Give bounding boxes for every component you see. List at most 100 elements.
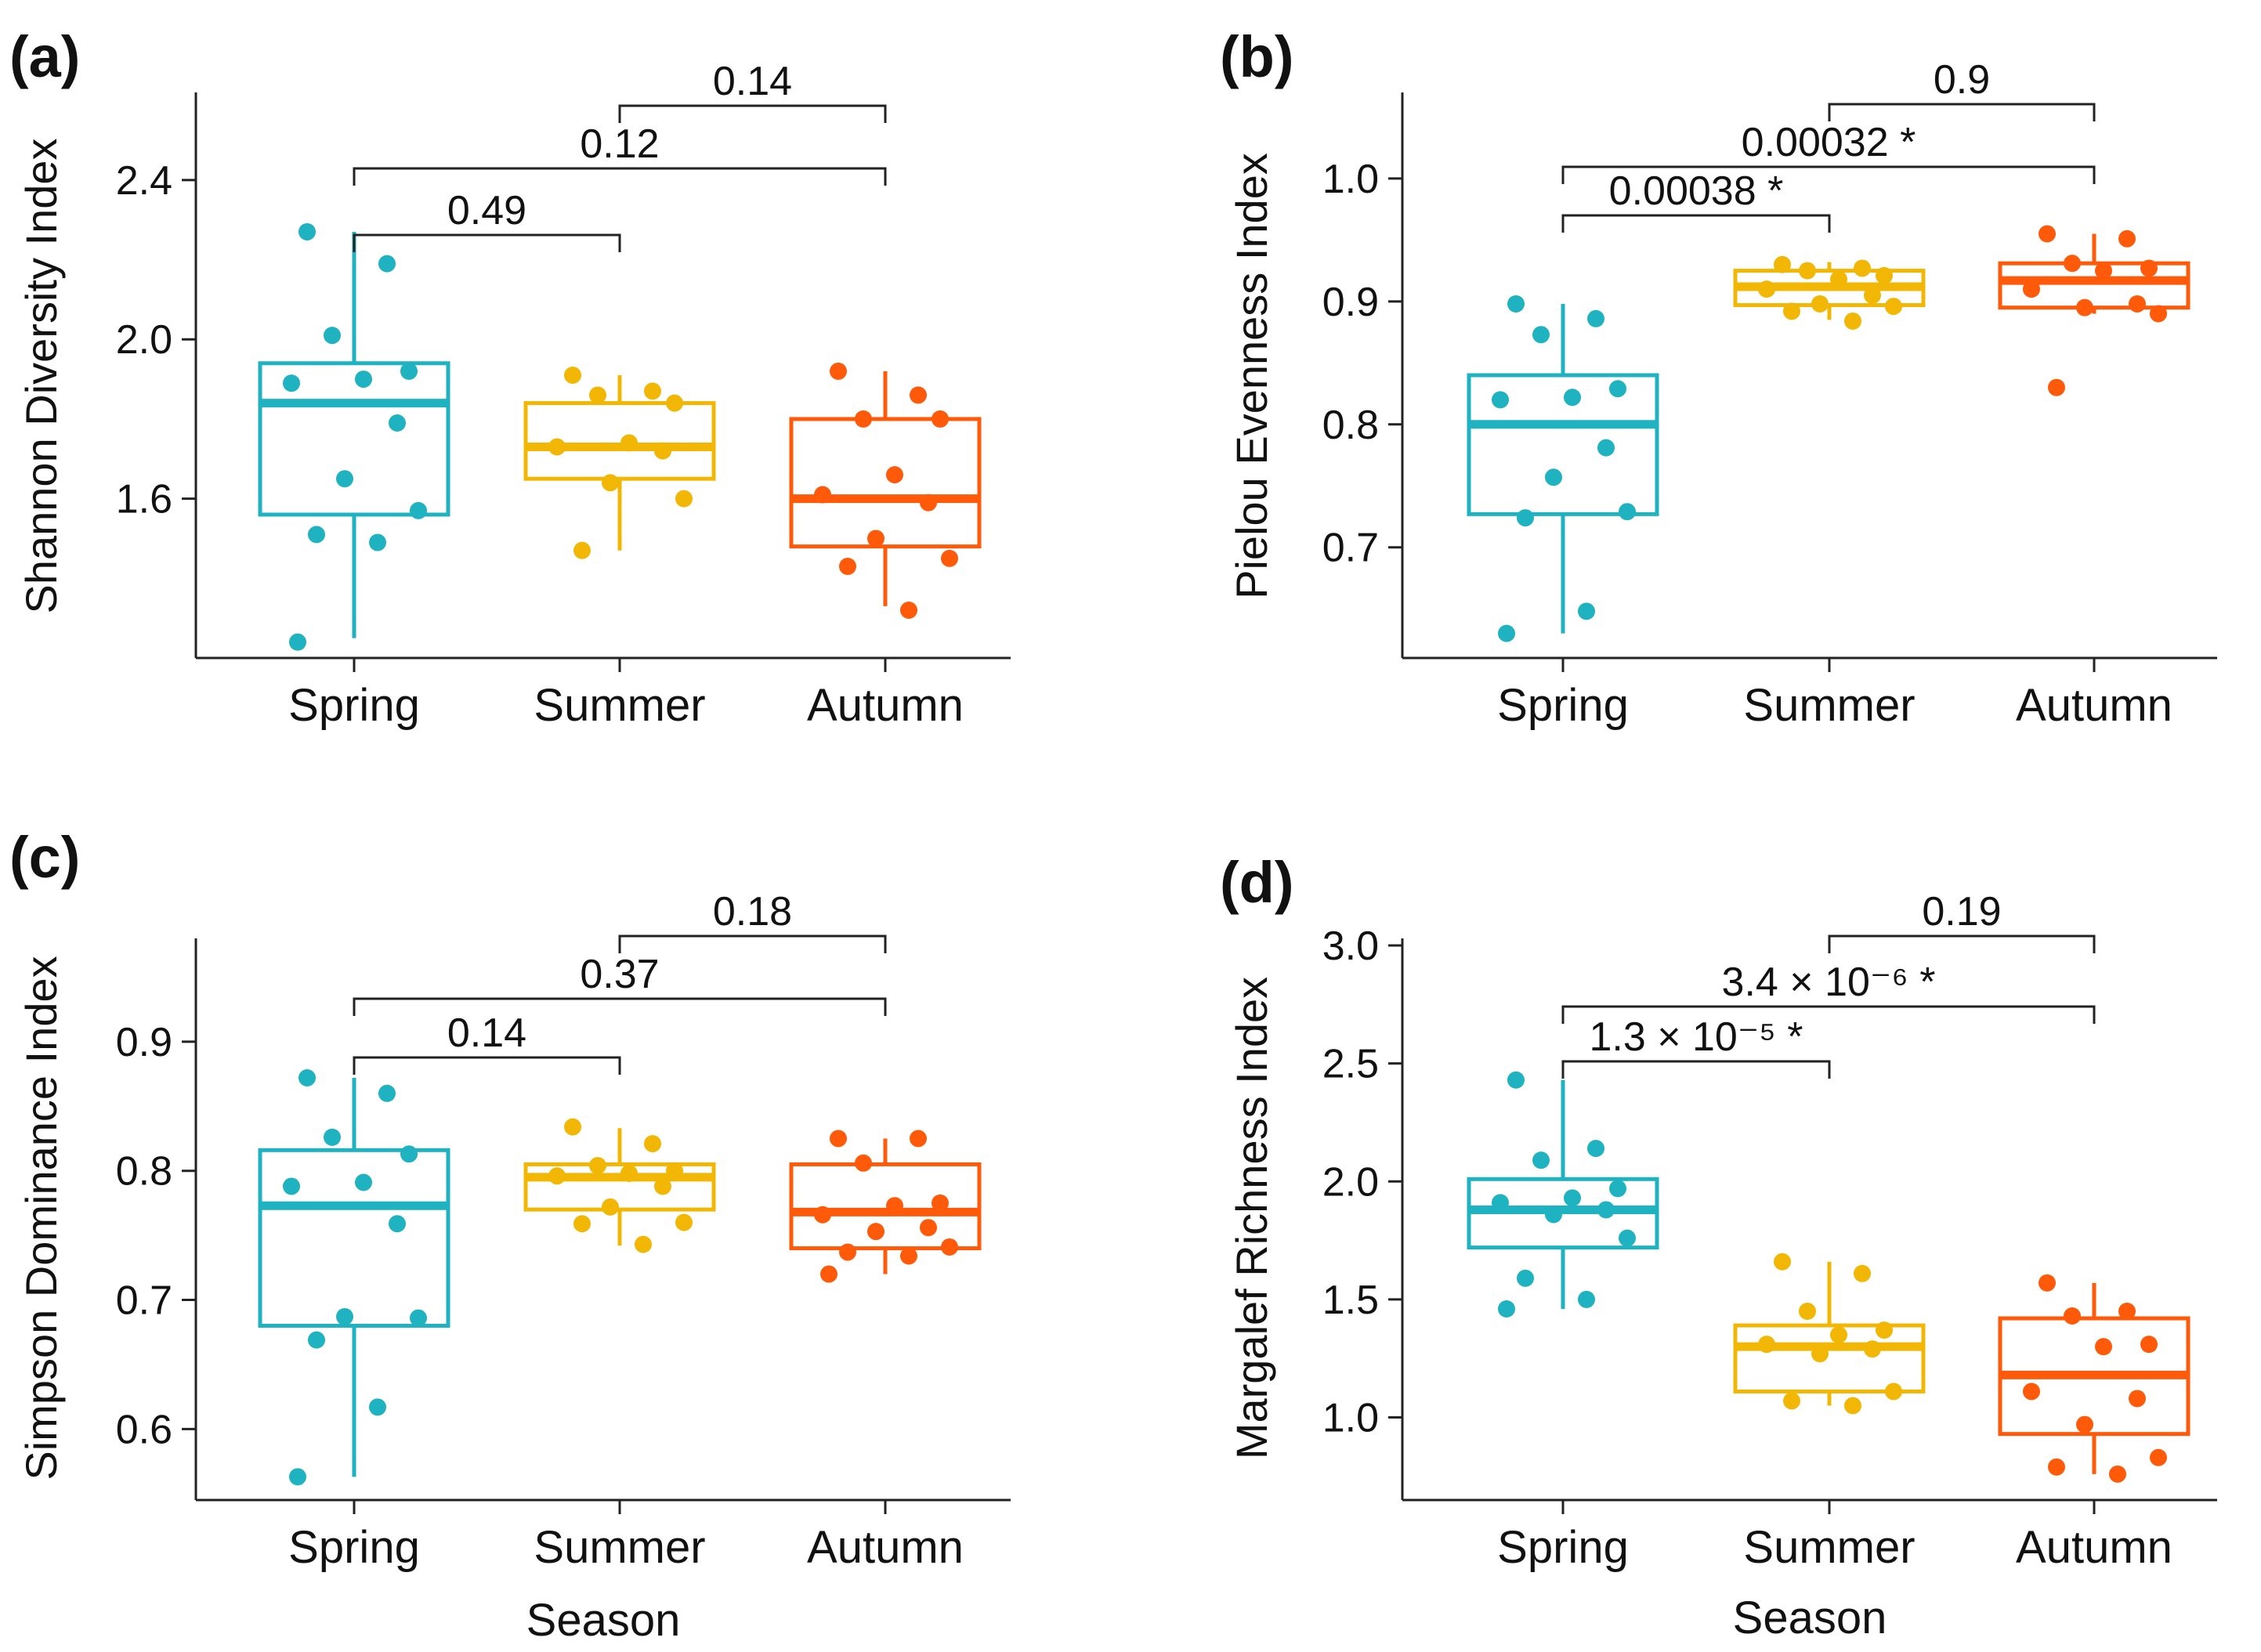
data-point (830, 362, 847, 380)
data-point (1876, 1321, 1893, 1339)
bracket-line (1828, 103, 2096, 121)
data-point (1492, 1194, 1509, 1212)
p-value-label: 0.12 (580, 121, 659, 167)
data-point (2039, 225, 2056, 243)
data-point (1545, 468, 1562, 486)
data-point (867, 530, 885, 548)
data-point (941, 1238, 958, 1256)
bracket-line (618, 934, 887, 953)
data-point (666, 1162, 683, 1180)
comparison-bracket: 3.4 × 10⁻⁶ * (1561, 960, 2096, 1024)
data-point (355, 1173, 372, 1191)
data-point (1864, 286, 1881, 304)
data-point (298, 1069, 316, 1087)
data-point (2129, 1390, 2146, 1408)
data-point (932, 410, 949, 428)
data-point (308, 1331, 325, 1349)
data-point (324, 1128, 341, 1146)
data-point (886, 1197, 903, 1215)
data-point (1532, 326, 1550, 344)
data-point (410, 1309, 427, 1327)
data-point (1799, 262, 1816, 280)
data-point (2064, 255, 2081, 273)
data-point (1885, 298, 1902, 316)
data-point (820, 1265, 837, 1283)
data-point (573, 541, 591, 559)
data-point (1774, 1253, 1791, 1271)
x-tick-label-autumn: Autumn (807, 1522, 964, 1573)
y-tick-label: 2.0 (116, 317, 172, 363)
data-point (1876, 266, 1893, 284)
data-point (1758, 280, 1775, 298)
box-spring (1467, 303, 1659, 634)
data-point (654, 1177, 671, 1195)
y-tick-label: 1.5 (1322, 1278, 1379, 1323)
data-point (867, 1223, 885, 1241)
data-point (2095, 1338, 2112, 1356)
data-point (2150, 1448, 2167, 1466)
data-point (283, 1177, 300, 1195)
data-point (289, 633, 306, 651)
data-point (589, 1157, 606, 1175)
data-point (675, 1213, 693, 1231)
bracket-line (1561, 165, 2096, 184)
data-point (1864, 1340, 1881, 1358)
p-value-label: 0.37 (580, 952, 659, 997)
box-spring (258, 231, 450, 638)
comparison-bracket: 0.12 (353, 121, 887, 186)
y-tick-label: 2.4 (116, 158, 172, 204)
data-point (1799, 1302, 1816, 1320)
box-spring (258, 1078, 450, 1477)
box-iqr (523, 1162, 716, 1212)
data-point (389, 414, 406, 432)
x-tick-label-spring: Spring (1497, 680, 1629, 731)
data-point (336, 470, 353, 488)
panel-c: (c) 0.6 0.7 0.8 0.9 Spring Summer Autumn Simpson… (9, 825, 1011, 1646)
bracket-line (1561, 1005, 2096, 1024)
panel-label: (d) (1220, 850, 1294, 915)
p-value-label: 0.19 (1922, 889, 2001, 934)
data-point (1532, 1151, 1550, 1169)
box-iqr (1467, 373, 1659, 516)
y-tick-label: 1.6 (116, 477, 172, 522)
data-point (1517, 509, 1534, 527)
data-point (814, 486, 831, 504)
data-point (2023, 1383, 2040, 1401)
y-axis-label: Margalef Richness Index (1227, 977, 1276, 1459)
p-value-label: 0.9 (1934, 57, 1990, 103)
x-tick-label-summer: Summer (534, 1522, 705, 1573)
data-point (289, 1468, 306, 1486)
data-point (920, 1219, 937, 1237)
data-point (573, 1215, 591, 1233)
data-point (1564, 389, 1581, 407)
x-tick-label-spring: Spring (1497, 1522, 1629, 1573)
x-tick-label-spring: Spring (288, 1522, 420, 1573)
data-point (400, 362, 418, 380)
data-point (855, 1154, 872, 1172)
data-point (1609, 380, 1626, 398)
y-tick-label: 0.8 (1322, 403, 1379, 448)
comparison-bracket: 0.14 (353, 1010, 621, 1075)
data-point (1498, 624, 1515, 642)
panel-d: (d) 1.0 1.5 2.0 2.5 3.0 Spring Summer Autumn Marg… (1220, 850, 2217, 1643)
data-point (589, 386, 606, 404)
y-axis-label: Simpson Dominance Index (16, 956, 66, 1480)
y-tick-label: 3.0 (1322, 924, 1379, 969)
data-point (308, 526, 325, 544)
x-tick-label-autumn: Autumn (2016, 680, 2172, 731)
y-tick-label: 0.9 (1322, 280, 1379, 325)
y-axis-label: Shannon Diversity Index (16, 138, 66, 613)
data-point (400, 1145, 418, 1163)
data-point (2039, 1274, 2056, 1292)
data-point (666, 394, 683, 412)
data-point (2118, 230, 2136, 248)
bracket-line (1561, 214, 1831, 233)
data-point (855, 410, 872, 428)
y-tick-label: 0.8 (116, 1149, 172, 1195)
data-point (2064, 1307, 2081, 1325)
data-point (1758, 1336, 1775, 1354)
data-point (1587, 309, 1604, 327)
data-point (378, 1084, 396, 1102)
x-axis-label: Season (526, 1595, 681, 1646)
